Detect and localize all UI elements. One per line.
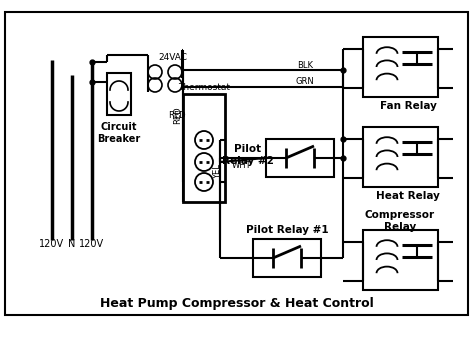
- Bar: [253, 239, 321, 277]
- Text: GRN: GRN: [296, 78, 314, 86]
- Text: Pilot
Relay #2: Pilot Relay #2: [222, 144, 274, 166]
- Text: Thermostat: Thermostat: [178, 83, 230, 91]
- Text: Heat Relay: Heat Relay: [376, 191, 440, 201]
- Text: Pilot Relay #1: Pilot Relay #1: [246, 225, 328, 235]
- Bar: [363, 37, 438, 97]
- Bar: [107, 73, 131, 115]
- Bar: [363, 230, 438, 290]
- Text: RED: RED: [168, 110, 186, 119]
- Text: N: N: [68, 239, 76, 249]
- Text: 120V: 120V: [80, 239, 105, 249]
- Text: Circuit
Breaker: Circuit Breaker: [97, 122, 141, 144]
- Text: RED: RED: [173, 106, 182, 124]
- Bar: [183, 94, 225, 202]
- Bar: [266, 139, 334, 177]
- Text: Heat Pump Compressor & Heat Control: Heat Pump Compressor & Heat Control: [100, 296, 374, 309]
- Text: WHT: WHT: [232, 160, 252, 170]
- Text: Compressor
Relay: Compressor Relay: [365, 210, 435, 232]
- Text: 24VAC: 24VAC: [158, 52, 188, 62]
- Text: Fan Relay: Fan Relay: [380, 101, 437, 111]
- Text: 120V: 120V: [39, 239, 64, 249]
- Text: YEL: YEL: [213, 165, 222, 180]
- Bar: [363, 127, 438, 187]
- Bar: [5, 12, 468, 315]
- Text: BLK: BLK: [297, 61, 313, 69]
